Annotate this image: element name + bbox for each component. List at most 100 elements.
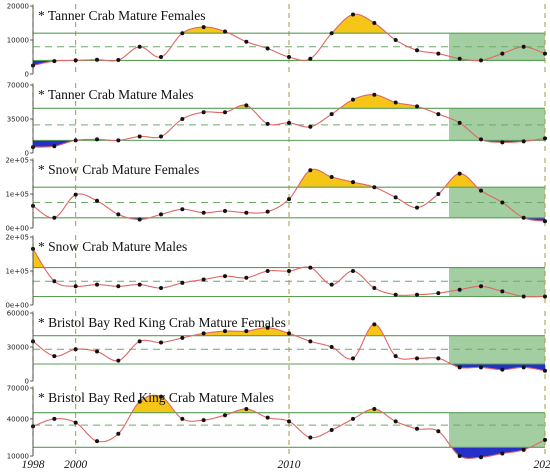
y-tick-label: 30000 xyxy=(7,344,29,352)
data-point xyxy=(95,282,99,287)
data-point xyxy=(265,121,270,126)
data-point xyxy=(521,44,526,49)
data-point xyxy=(201,25,206,30)
data-point xyxy=(265,269,270,273)
panel-1: 0 10000 20000 * Tanner Crab Mature Females xyxy=(7,3,547,79)
panel-title: * Tanner Crab Mature Males xyxy=(38,87,194,102)
y-tick-label: 0 xyxy=(25,71,29,79)
data-point xyxy=(372,322,377,327)
data-point xyxy=(73,284,78,289)
data-point xyxy=(457,454,462,458)
y-tick-label: 20000 xyxy=(7,3,29,11)
data-point xyxy=(543,219,547,224)
data-point xyxy=(543,437,547,442)
data-point xyxy=(116,284,121,289)
below-band-fill xyxy=(451,447,530,459)
data-point xyxy=(52,354,57,359)
data-point xyxy=(329,282,334,287)
data-point xyxy=(479,137,483,142)
data-point xyxy=(351,97,355,102)
y-tick-label: 70000 xyxy=(7,82,29,90)
data-point xyxy=(116,138,121,143)
data-point xyxy=(244,210,249,215)
data-point xyxy=(479,58,483,63)
y-tick-label: 70000 xyxy=(7,385,29,393)
data-point xyxy=(436,356,441,361)
data-point xyxy=(500,51,505,56)
data-point xyxy=(265,209,270,214)
data-point xyxy=(73,138,78,143)
data-point xyxy=(393,38,398,42)
data-point xyxy=(52,59,57,64)
data-point xyxy=(308,339,313,344)
x-tick-label-2010: 2010 xyxy=(278,459,301,471)
x-tick-label-2022: 2022 xyxy=(534,459,550,471)
above-band-fill xyxy=(339,94,424,109)
data-point xyxy=(393,354,398,359)
y-tick-label: 0e+00 xyxy=(5,225,29,233)
data-point xyxy=(201,418,206,423)
data-point xyxy=(372,407,377,412)
y-tick-label: 10000 xyxy=(7,453,29,461)
data-point xyxy=(159,286,163,290)
y-tick-label: 1e+05 xyxy=(5,191,29,199)
data-point xyxy=(201,277,206,282)
data-point xyxy=(95,198,99,203)
y-tick-label: 10000 xyxy=(7,37,29,45)
data-point xyxy=(393,419,398,424)
above-band-fill xyxy=(365,324,384,336)
data-point xyxy=(479,284,483,289)
above-band-fill xyxy=(444,173,478,188)
data-point xyxy=(52,416,57,421)
data-point xyxy=(329,112,334,117)
data-point xyxy=(95,349,99,354)
data-point xyxy=(308,56,313,61)
panel-5: 0 30000 60000 * Bristol Bay Red King Crab M… xyxy=(7,310,547,386)
data-point xyxy=(308,435,313,440)
data-point xyxy=(372,21,377,25)
data-point xyxy=(137,339,142,344)
data-point xyxy=(393,195,398,200)
data-point xyxy=(159,134,163,139)
data-point xyxy=(415,48,419,53)
data-point xyxy=(223,29,227,34)
data-point xyxy=(180,335,185,340)
data-point xyxy=(159,340,163,345)
data-point xyxy=(457,287,462,292)
data-point xyxy=(521,447,526,452)
data-point xyxy=(436,192,441,196)
panel-title: * Tanner Crab Mature Females xyxy=(38,8,206,23)
data-point xyxy=(201,210,206,215)
data-point xyxy=(287,120,291,125)
data-point xyxy=(457,365,462,370)
data-point xyxy=(351,180,355,185)
recent-period-shade xyxy=(449,335,545,364)
above-band-fill xyxy=(363,409,384,413)
y-tick-label: 60000 xyxy=(7,310,29,318)
y-tick-label: 0e+00 xyxy=(5,302,29,310)
data-point xyxy=(287,419,291,424)
data-point xyxy=(95,137,99,142)
data-point xyxy=(543,136,547,141)
data-point xyxy=(372,92,377,97)
y-tick-label: 35000 xyxy=(7,116,29,124)
data-point xyxy=(287,269,291,273)
data-point xyxy=(415,205,419,210)
recent-period-shade xyxy=(449,412,545,448)
data-point xyxy=(500,200,505,205)
data-point xyxy=(52,279,57,284)
data-point xyxy=(265,46,270,51)
data-point xyxy=(457,56,462,61)
data-point xyxy=(265,325,270,330)
data-point xyxy=(180,280,185,285)
above-band-fill xyxy=(231,408,257,413)
data-point xyxy=(137,399,142,404)
data-point xyxy=(500,289,505,294)
data-point xyxy=(351,356,355,361)
data-point xyxy=(351,416,355,421)
data-point xyxy=(159,55,163,59)
data-point xyxy=(201,331,206,336)
data-point xyxy=(500,367,505,372)
data-point xyxy=(521,365,526,370)
data-point xyxy=(393,100,398,105)
